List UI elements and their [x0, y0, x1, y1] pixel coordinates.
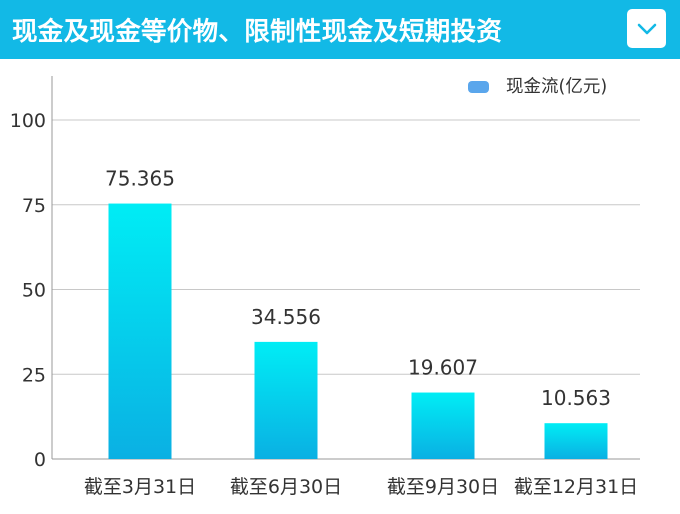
legend-swatch: [468, 81, 489, 93]
data-label: 19.607: [408, 356, 478, 380]
x-tick-label: 截至3月31日: [84, 476, 196, 498]
x-tick-label: 截至12月31日: [514, 476, 638, 498]
bar: [108, 203, 172, 459]
legend: 现金流(亿元): [468, 77, 607, 97]
header-bar: 现金及现金等价物、限制性现金及短期投资: [0, 0, 680, 59]
data-label: 34.556: [251, 305, 321, 329]
data-label: 10.563: [541, 386, 611, 410]
data-label: 75.365: [105, 167, 175, 191]
y-tick-label: 50: [22, 280, 46, 302]
bar: [544, 423, 608, 459]
bar: [254, 341, 318, 459]
x-tick-label: 截至6月30日: [230, 476, 342, 498]
y-tick-label: 0: [34, 449, 46, 471]
dropdown-button[interactable]: [627, 9, 666, 48]
y-tick-label: 100: [10, 110, 46, 132]
page-title: 现金及现金等价物、限制性现金及短期投资: [12, 17, 503, 47]
chart-area: 0 25 50 75 100 截至3月31日 截至6月30日 截至9月30日 截至12月31日 …: [0, 59, 680, 510]
chevron-down-icon: [637, 23, 656, 34]
x-tick-label: 截至9月30日: [387, 476, 499, 498]
y-tick-label: 25: [22, 364, 46, 386]
y-tick-label: 75: [22, 195, 46, 217]
data-labels: 75.365 34.556 19.607 10.563: [105, 167, 611, 411]
legend-label: 现金流(亿元): [506, 77, 607, 97]
bar: [411, 392, 475, 459]
bars: [108, 203, 608, 459]
